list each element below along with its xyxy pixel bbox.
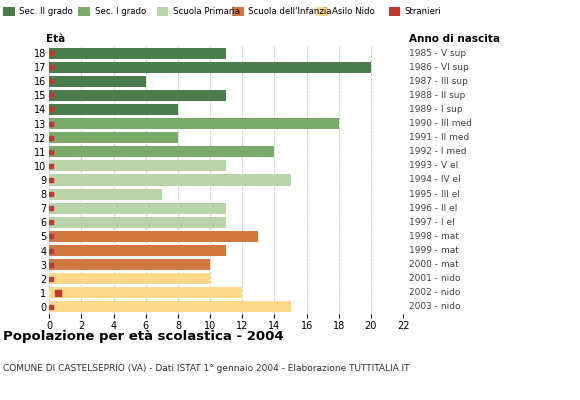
Text: 1987 - III sup: 1987 - III sup bbox=[409, 77, 468, 86]
Bar bbox=[49, 287, 242, 298]
Text: 1995 - III el: 1995 - III el bbox=[409, 190, 460, 199]
Text: COMUNE DI CASTELSEPRIO (VA) - Dati ISTAT 1° gennaio 2004 - Elaborazione TUTTITAL: COMUNE DI CASTELSEPRIO (VA) - Dati ISTAT… bbox=[3, 364, 409, 373]
Text: Sec. I grado: Sec. I grado bbox=[95, 7, 146, 16]
Bar bbox=[49, 62, 371, 73]
Text: Scuola dell'Infanzia: Scuola dell'Infanzia bbox=[248, 7, 332, 16]
Text: Stranieri: Stranieri bbox=[405, 7, 441, 16]
Bar bbox=[49, 76, 146, 87]
Bar bbox=[49, 231, 258, 242]
Bar bbox=[49, 174, 291, 186]
Bar bbox=[49, 104, 178, 115]
Text: 1990 - III med: 1990 - III med bbox=[409, 119, 472, 128]
Text: Scuola Primaria: Scuola Primaria bbox=[173, 7, 240, 16]
Text: 1992 - I med: 1992 - I med bbox=[409, 147, 466, 156]
Text: Anno di nascita: Anno di nascita bbox=[409, 34, 500, 44]
Bar bbox=[49, 245, 226, 256]
Bar bbox=[49, 160, 226, 171]
Text: 2003 - nido: 2003 - nido bbox=[409, 302, 461, 312]
Text: 1994 - IV el: 1994 - IV el bbox=[409, 176, 461, 184]
Text: Asilo Nido: Asilo Nido bbox=[332, 7, 375, 16]
Text: 1999 - mat: 1999 - mat bbox=[409, 246, 459, 255]
Text: 1996 - II el: 1996 - II el bbox=[409, 204, 457, 213]
Text: 2001 - nido: 2001 - nido bbox=[409, 274, 461, 283]
Bar bbox=[49, 132, 178, 143]
Text: 1998 - mat: 1998 - mat bbox=[409, 232, 459, 241]
Text: Età: Età bbox=[46, 34, 66, 44]
Text: Popolazione per età scolastica - 2004: Popolazione per età scolastica - 2004 bbox=[3, 330, 284, 343]
Text: 1986 - VI sup: 1986 - VI sup bbox=[409, 63, 469, 72]
Text: 1993 - V el: 1993 - V el bbox=[409, 161, 458, 170]
Bar bbox=[49, 259, 210, 270]
Bar bbox=[49, 302, 291, 312]
Text: 2002 - nido: 2002 - nido bbox=[409, 288, 461, 297]
Text: 1988 - II sup: 1988 - II sup bbox=[409, 91, 465, 100]
Bar bbox=[49, 273, 210, 284]
Bar bbox=[49, 118, 339, 129]
Text: 1997 - I el: 1997 - I el bbox=[409, 218, 455, 227]
Bar bbox=[49, 90, 226, 101]
Bar bbox=[49, 203, 226, 214]
Bar bbox=[49, 189, 162, 200]
Text: Sec. II grado: Sec. II grado bbox=[19, 7, 73, 16]
Text: 1985 - V sup: 1985 - V sup bbox=[409, 48, 466, 58]
Text: 2000 - mat: 2000 - mat bbox=[409, 260, 459, 269]
Bar bbox=[49, 48, 226, 58]
Bar bbox=[49, 146, 274, 157]
Text: 1989 - I sup: 1989 - I sup bbox=[409, 105, 462, 114]
Text: 1991 - II med: 1991 - II med bbox=[409, 133, 469, 142]
Bar bbox=[49, 217, 226, 228]
